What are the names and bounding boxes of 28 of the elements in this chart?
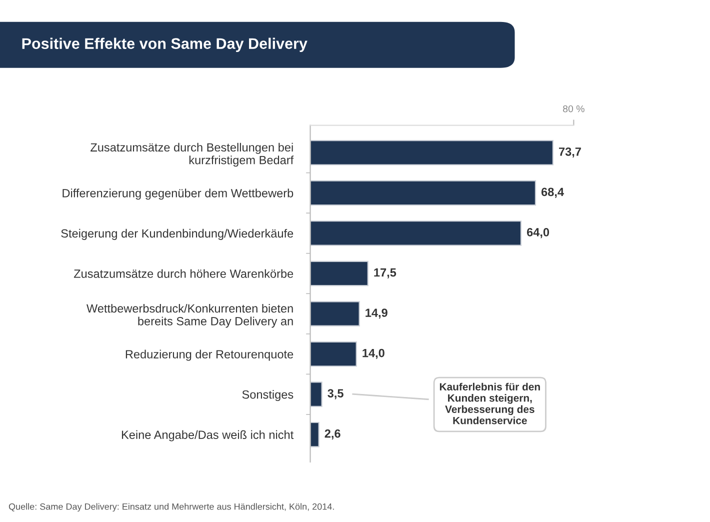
bar xyxy=(310,382,322,407)
data-label: 14,0 xyxy=(362,348,384,359)
y-tick-label: Differenzierung gegenüber dem Wettbewerb xyxy=(62,188,294,200)
y-tick-label: Reduzierung der Retourenquote xyxy=(126,350,294,361)
bar xyxy=(310,301,360,326)
data-label: 14,9 xyxy=(366,308,388,319)
y-tick-label: Wettbewerbsdruck/Konkurrenten bieten bereits Same Day Delivery an xyxy=(86,304,293,328)
data-label: 3,5 xyxy=(328,389,344,400)
y-tick-label: Steigerung der Kundenbindung/Wiederkäufe xyxy=(61,228,294,240)
bar xyxy=(310,220,522,246)
y-tick-label: Zusatzumsätze durch Bestellungen bei kurzfristigem Bedarf xyxy=(90,142,294,167)
bar xyxy=(310,260,368,286)
data-label: 68,4 xyxy=(541,188,564,198)
source-note: Quelle: Same Day Delivery: Einsatz und Mehrwerte aus Händlersicht, Köln, 2014. xyxy=(8,503,334,512)
data-label: 73,7 xyxy=(559,147,581,158)
y-tick-label: Keine Angabe/Das weiß ich nicht xyxy=(122,430,294,442)
x-tick-label: 80 % xyxy=(563,105,584,112)
y-tick-label: Zusatzumsätze durch höhere Warenkörbe xyxy=(74,269,294,278)
annotation: Kauferlebnis für den Kunden steigern, Verbesserung des Kundenservice xyxy=(440,382,540,424)
data-label: 2,6 xyxy=(324,429,340,440)
bar xyxy=(310,180,536,206)
text: Positive Effekte von Same Day Delivery xyxy=(22,38,308,52)
bar xyxy=(310,341,357,367)
data-label: 64,0 xyxy=(526,228,550,238)
bar xyxy=(310,140,554,166)
y-tick-label: Sonstiges xyxy=(242,390,294,402)
data-label: 17,5 xyxy=(374,268,396,278)
bar xyxy=(310,422,320,448)
